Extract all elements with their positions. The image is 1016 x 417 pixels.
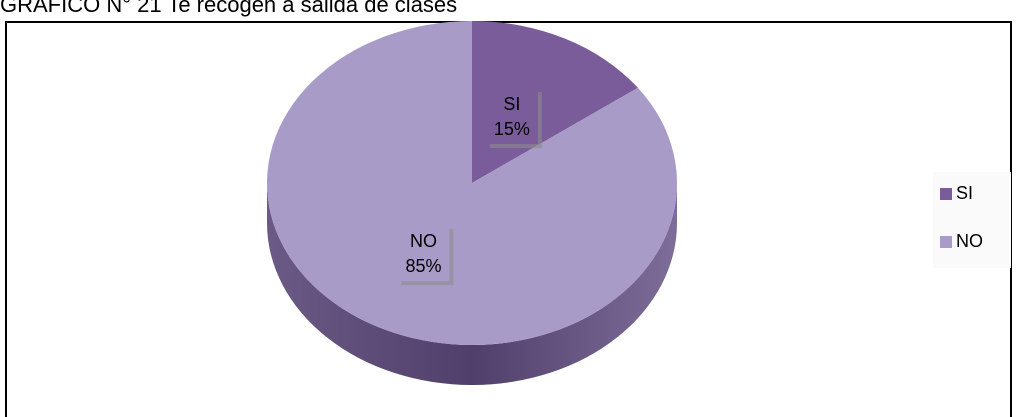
- pie-slice: [267, 21, 678, 346]
- label-box: [397, 225, 450, 282]
- legend-label: NO: [956, 231, 983, 251]
- data-label-category: NO: [410, 231, 437, 251]
- label-box: [485, 88, 538, 145]
- legend-label: SI: [956, 183, 973, 203]
- data-label-value: 15%: [494, 119, 530, 139]
- data-label-value: 85%: [405, 256, 441, 276]
- legend-swatch: [940, 188, 952, 200]
- pie-side: [267, 183, 677, 385]
- legend-swatch: [940, 236, 952, 248]
- data-label-category: SI: [503, 94, 520, 114]
- chart-title: GRÁFICO N° 21 Te recogen a salida de cla…: [0, 0, 457, 17]
